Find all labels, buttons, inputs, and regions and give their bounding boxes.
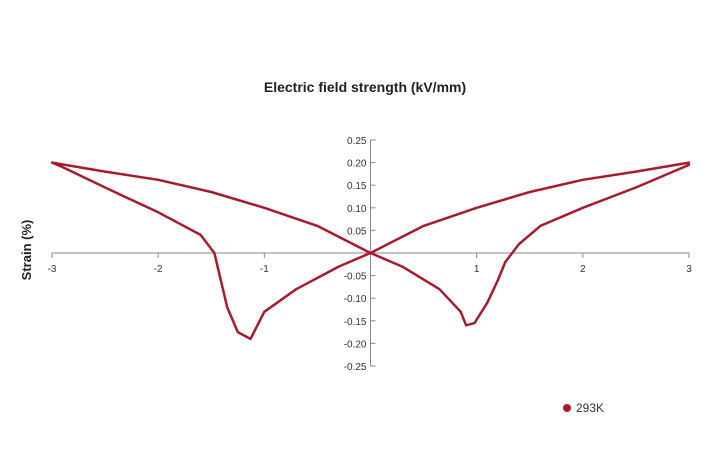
y-tick-label: 0.05 — [347, 226, 367, 237]
y-ticks: 0.25 0.20 0.15 0.10 0.05 -0.05 -0.10 -0.15 -0.20… — [344, 136, 376, 373]
x-tick-label: 1 — [474, 264, 480, 275]
y-tick-label: 0.20 — [347, 159, 367, 170]
x-tick-label: -2 — [154, 264, 163, 275]
x-tick-label: 3 — [686, 264, 692, 275]
legend: 293K — [563, 401, 604, 415]
y-tick-label: -0.20 — [344, 339, 367, 350]
y-axis-label: Strain (%) — [19, 220, 34, 281]
x-ticks: -3 -2 -1 1 2 3 — [48, 253, 692, 275]
y-tick-label: -0.25 — [344, 362, 367, 373]
y-tick-label: -0.10 — [344, 294, 367, 305]
y-tick-label: 0.15 — [347, 181, 367, 192]
legend-label: 293K — [576, 401, 604, 415]
y-tick-label: 0.10 — [347, 204, 367, 215]
x-tick-label: 2 — [580, 264, 586, 275]
series-layer — [50, 161, 691, 341]
y-tick-label: 0.25 — [347, 136, 367, 147]
series-line — [50, 161, 691, 341]
x-tick-label: -3 — [48, 264, 57, 275]
legend-marker — [563, 404, 571, 412]
y-tick-label: -0.15 — [344, 317, 367, 328]
chart-title: Electric field strength (kV/mm) — [264, 79, 466, 95]
y-tick-label: -0.05 — [344, 272, 367, 283]
x-tick-label: -1 — [260, 264, 269, 275]
